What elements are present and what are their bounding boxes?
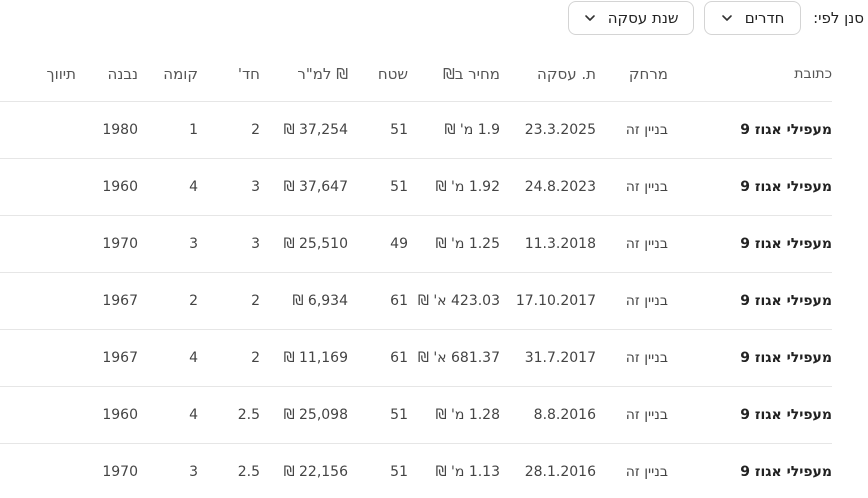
header-area[interactable]: שטח <box>377 64 408 83</box>
cell-area: 51 <box>390 464 408 480</box>
table-row[interactable]: מעפילי אגוז 9 בניין זה 28.1.2016 1.13 מ'… <box>0 444 832 498</box>
cell-address: מעפילי אגוז 9 <box>740 464 832 480</box>
cell-distance: בניין זה <box>625 179 668 195</box>
cell-price: 1.28 מ' ₪ <box>435 407 500 423</box>
cell-floor: 3 <box>189 464 198 480</box>
header-broker[interactable]: תיווך <box>46 64 76 83</box>
cell-date: 8.8.2016 <box>533 407 596 423</box>
chevron-down-icon <box>584 12 596 24</box>
cell-rooms: 3 <box>251 179 260 195</box>
filter-bar: סנן לפי: חדרים שנת עסקה <box>568 0 864 36</box>
cell-area: 51 <box>390 179 408 195</box>
cell-area: 49 <box>390 236 408 252</box>
cell-date: 28.1.2016 <box>524 464 596 480</box>
cell-address: מעפילי אגוז 9 <box>740 179 832 195</box>
cell-address: מעפילי אגוז 9 <box>740 122 832 138</box>
cell-rooms: 2 <box>251 122 260 138</box>
cell-price-per-meter: 22,156 ₪ <box>283 464 348 480</box>
cell-built: 1967 <box>102 293 138 309</box>
cell-address: מעפילי אגוז 9 <box>740 293 832 309</box>
cell-price-per-meter: 37,647 ₪ <box>283 179 348 195</box>
cell-built: 1970 <box>102 464 138 480</box>
cell-distance: בניין זה <box>625 293 668 309</box>
header-date[interactable]: ת. עסקה <box>537 64 596 83</box>
cell-floor: 2 <box>189 293 198 309</box>
header-price[interactable]: מחיר ב₪ <box>442 64 500 83</box>
cell-price: 1.25 מ' ₪ <box>435 236 500 252</box>
cell-area: 51 <box>390 407 408 423</box>
cell-date: 11.3.2018 <box>524 236 596 252</box>
filter-label: סנן לפי: <box>813 9 864 27</box>
cell-built: 1980 <box>102 122 138 138</box>
cell-price: 1.9 מ' ₪ <box>444 122 500 138</box>
header-price-per-meter[interactable]: ₪ למ"ר <box>297 64 348 83</box>
cell-rooms: 2 <box>251 293 260 309</box>
cell-price: 1.13 מ' ₪ <box>435 464 500 480</box>
table-row[interactable]: מעפילי אגוז 9 בניין זה 11.3.2018 1.25 מ'… <box>0 216 832 273</box>
cell-price: 681.37 א' ₪ <box>417 350 500 366</box>
cell-date: 31.7.2017 <box>524 350 596 366</box>
header-floor[interactable]: קומה <box>163 64 198 83</box>
rooms-dropdown-label: חדרים <box>744 9 785 27</box>
cell-date: 23.3.2025 <box>524 122 596 138</box>
cell-built: 1960 <box>102 407 138 423</box>
cell-distance: בניין זה <box>625 122 668 138</box>
cell-area: 51 <box>390 122 408 138</box>
cell-date: 24.8.2023 <box>524 179 596 195</box>
table-row[interactable]: מעפילי אגוז 9 בניין זה 31.7.2017 681.37 … <box>0 330 832 387</box>
transactions-table: כתובת מרחק ת. עסקה מחיר ב₪ שטח ₪ למ"ר חד… <box>0 46 832 498</box>
cell-rooms: 2.5 <box>237 464 260 480</box>
cell-price-per-meter: 25,510 ₪ <box>283 236 348 252</box>
cell-floor: 4 <box>189 350 198 366</box>
cell-floor: 1 <box>189 122 198 138</box>
header-address[interactable]: כתובת <box>794 65 832 82</box>
table-row[interactable]: מעפילי אגוז 9 בניין זה 24.8.2023 1.92 מ'… <box>0 159 832 216</box>
cell-price-per-meter: 11,169 ₪ <box>283 350 348 366</box>
cell-address: מעפילי אגוז 9 <box>740 236 832 252</box>
cell-address: מעפילי אגוז 9 <box>740 407 832 423</box>
cell-distance: בניין זה <box>625 464 668 480</box>
cell-price-per-meter: 6,934 ₪ <box>292 293 348 309</box>
header-built[interactable]: נבנה <box>107 64 138 83</box>
cell-price: 423.03 א' ₪ <box>417 293 500 309</box>
cell-distance: בניין זה <box>625 350 668 366</box>
cell-area: 61 <box>390 350 408 366</box>
cell-price: 1.92 מ' ₪ <box>435 179 500 195</box>
cell-built: 1970 <box>102 236 138 252</box>
year-dropdown-label: שנת עסקה <box>607 9 679 27</box>
cell-floor: 4 <box>189 407 198 423</box>
cell-floor: 4 <box>189 179 198 195</box>
cell-distance: בניין זה <box>625 407 668 423</box>
cell-price-per-meter: 37,254 ₪ <box>283 122 348 138</box>
cell-date: 17.10.2017 <box>515 293 596 309</box>
table-row[interactable]: מעפילי אגוז 9 בניין זה 17.10.2017 423.03… <box>0 273 832 330</box>
cell-price-per-meter: 25,098 ₪ <box>283 407 348 423</box>
header-rooms[interactable]: חד' <box>237 64 260 83</box>
cell-built: 1967 <box>102 350 138 366</box>
cell-floor: 3 <box>189 236 198 252</box>
cell-rooms: 3 <box>251 236 260 252</box>
rooms-dropdown[interactable]: חדרים <box>704 1 802 35</box>
cell-rooms: 2.5 <box>237 407 260 423</box>
cell-built: 1960 <box>102 179 138 195</box>
cell-address: מעפילי אגוז 9 <box>740 350 832 366</box>
chevron-down-icon <box>721 12 733 24</box>
cell-area: 61 <box>390 293 408 309</box>
header-distance[interactable]: מרחק <box>628 64 668 83</box>
table-row[interactable]: מעפילי אגוז 9 בניין זה 23.3.2025 1.9 מ' … <box>0 102 832 159</box>
table-header-row: כתובת מרחק ת. עסקה מחיר ב₪ שטח ₪ למ"ר חד… <box>0 46 832 102</box>
cell-distance: בניין זה <box>625 236 668 252</box>
cell-rooms: 2 <box>251 350 260 366</box>
year-dropdown[interactable]: שנת עסקה <box>568 1 695 35</box>
table-row[interactable]: מעפילי אגוז 9 בניין זה 8.8.2016 1.28 מ' … <box>0 387 832 444</box>
